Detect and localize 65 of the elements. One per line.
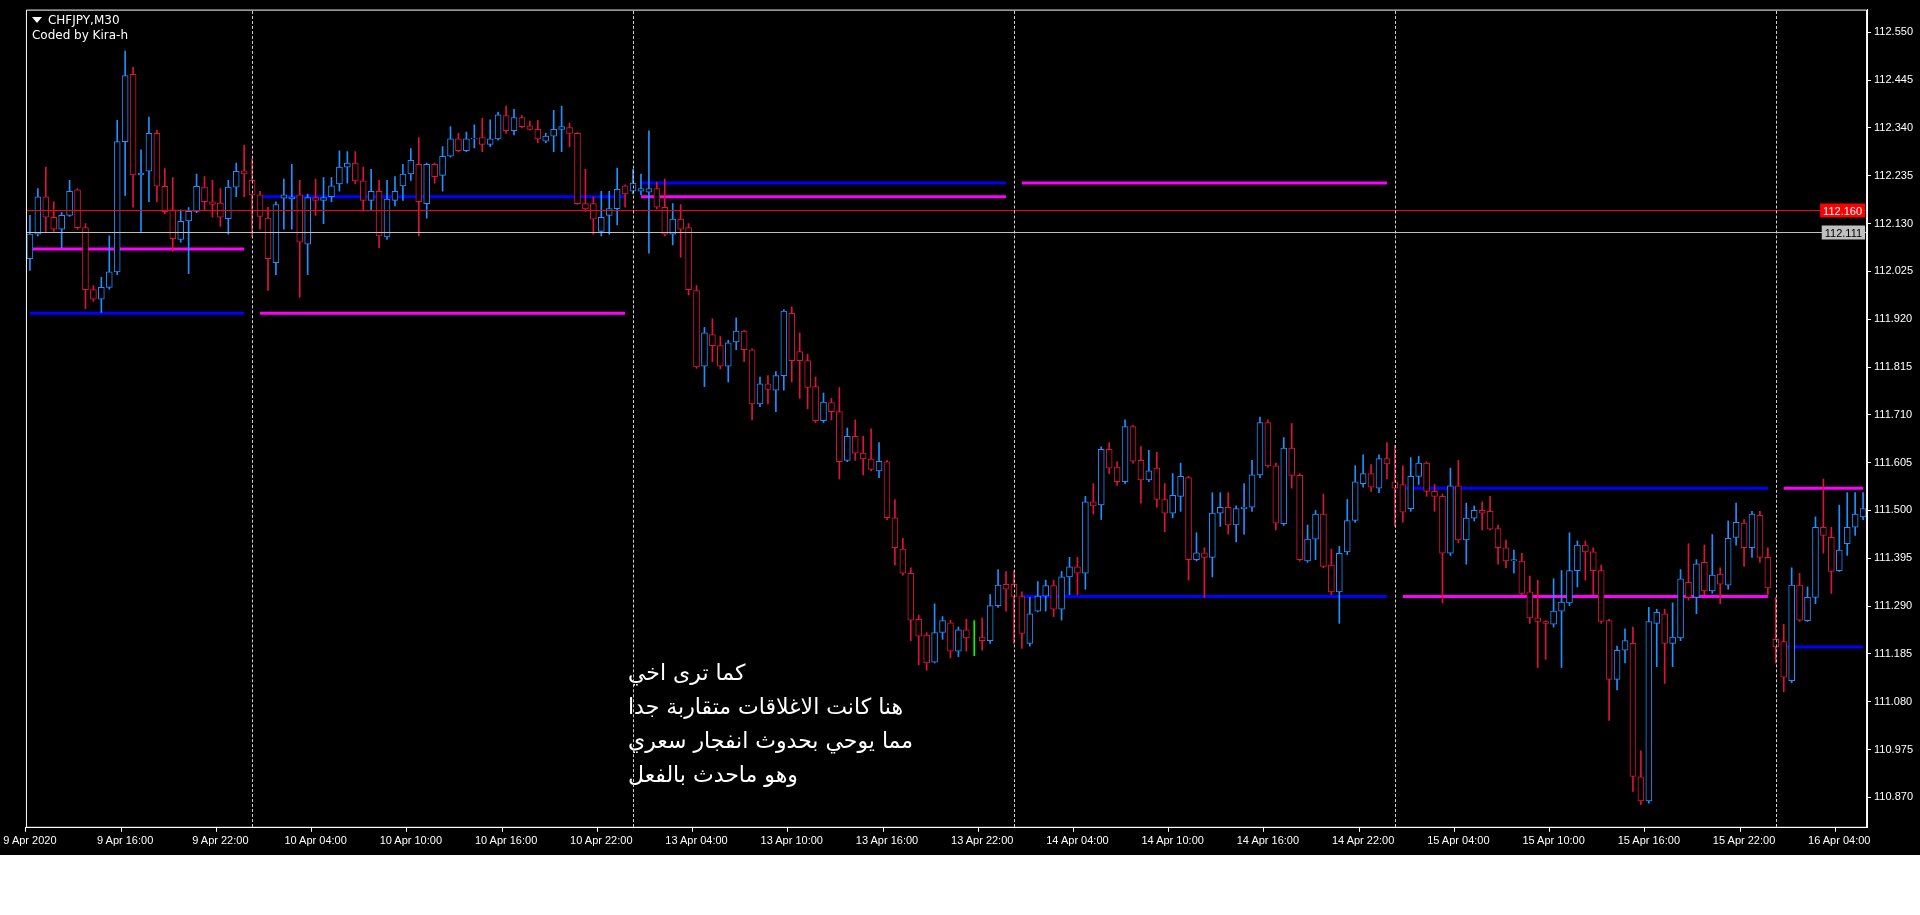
candlestick [605, 190, 613, 235]
annotation: وهو ماحدث بالفعل [628, 761, 799, 789]
x-tick-label: 14 Apr 22:00 [1331, 834, 1395, 847]
x-tick-label: 14 Apr 04:00 [1046, 834, 1109, 847]
y-tick-label: 111.815 [1874, 360, 1913, 373]
y-tick-label: 110.870 [1874, 790, 1914, 803]
x-tick-label: 10 Apr 04:00 [284, 834, 347, 847]
chart-title: CHFJPY,M30 [47, 12, 120, 27]
ref-line-label: 112.160 [1823, 204, 1863, 217]
y-tick-label: 112.235 [1874, 168, 1914, 181]
y-tick-label: 111.080 [1874, 694, 1913, 707]
x-tick-label: 13 Apr 16:00 [855, 834, 919, 847]
candlestick [1089, 483, 1097, 515]
x-tick-label: 15 Apr 16:00 [1617, 834, 1681, 847]
y-tick-label: 111.920 [1874, 312, 1913, 325]
candlestick [637, 173, 645, 196]
candlestick [240, 144, 248, 198]
ref-line-label: 112.111 [1824, 226, 1863, 239]
annotation: مما يوحي بحدوث انفجار سعري [628, 727, 914, 756]
candlestick [486, 119, 494, 147]
x-tick-label: 13 Apr 04:00 [665, 834, 728, 847]
y-tick-label: 111.605 [1874, 455, 1913, 468]
candlestick [288, 164, 296, 230]
candlestick [470, 124, 478, 149]
candlestick [645, 130, 653, 254]
text: Coded by Kira-h [31, 27, 129, 43]
x-tick-label: 10 Apr 10:00 [379, 834, 443, 847]
y-tick-label: 112.445 [1874, 73, 1914, 86]
y-tick-label: 111.500 [1874, 503, 1913, 516]
y-tick-label: 112.025 [1874, 264, 1914, 277]
candlestick [978, 617, 986, 651]
annotation: هنا كانت الاغلاقات متقاربة جدا [628, 693, 905, 721]
x-tick-label: 16 Apr 04:00 [1808, 834, 1871, 847]
candlestick [1653, 608, 1661, 667]
x-tick-label: 15 Apr 04:00 [1427, 834, 1490, 847]
candlestick [1002, 571, 1010, 612]
x-tick-label: 15 Apr 10:00 [1522, 834, 1585, 847]
candlestick [1216, 492, 1224, 527]
y-tick-label: 111.185 [1874, 646, 1913, 659]
x-tick-label: 10 Apr 16:00 [474, 834, 538, 847]
candlestick [1510, 549, 1518, 574]
candlestick [859, 435, 867, 476]
y-tick-label: 111.710 [1874, 407, 1913, 420]
x-tick-label: 9 Apr 22:00 [192, 834, 249, 847]
annotation: كما ترى اخي [628, 659, 747, 688]
x-tick-label: 15 Apr 22:00 [1712, 834, 1776, 847]
y-tick-label: 112.550 [1874, 25, 1914, 38]
candlestick [550, 109, 558, 152]
x-tick-label: 9 Apr 2020 [3, 834, 57, 847]
x-tick-label: 14 Apr 10:00 [1141, 834, 1204, 847]
x-tick-label: 9 Apr 16:00 [97, 834, 154, 847]
candlestick [1478, 501, 1486, 531]
candlestick [1534, 579, 1542, 668]
x-tick-label: 10 Apr 22:00 [570, 834, 633, 847]
x-tick-label: 13 Apr 22:00 [951, 834, 1014, 847]
x-tick-label: 13 Apr 10:00 [760, 834, 823, 847]
candlestick [478, 118, 486, 152]
x-tick-label: 14 Apr 16:00 [1236, 834, 1300, 847]
y-tick-label: 112.130 [1874, 216, 1914, 229]
candlestick [1843, 492, 1851, 556]
y-tick-label: 111.290 [1874, 599, 1913, 612]
y-tick-label: 112.340 [1874, 121, 1914, 134]
y-tick-label: 111.395 [1874, 551, 1913, 564]
y-tick-label: 110.975 [1874, 742, 1914, 755]
candlestick [796, 332, 804, 399]
